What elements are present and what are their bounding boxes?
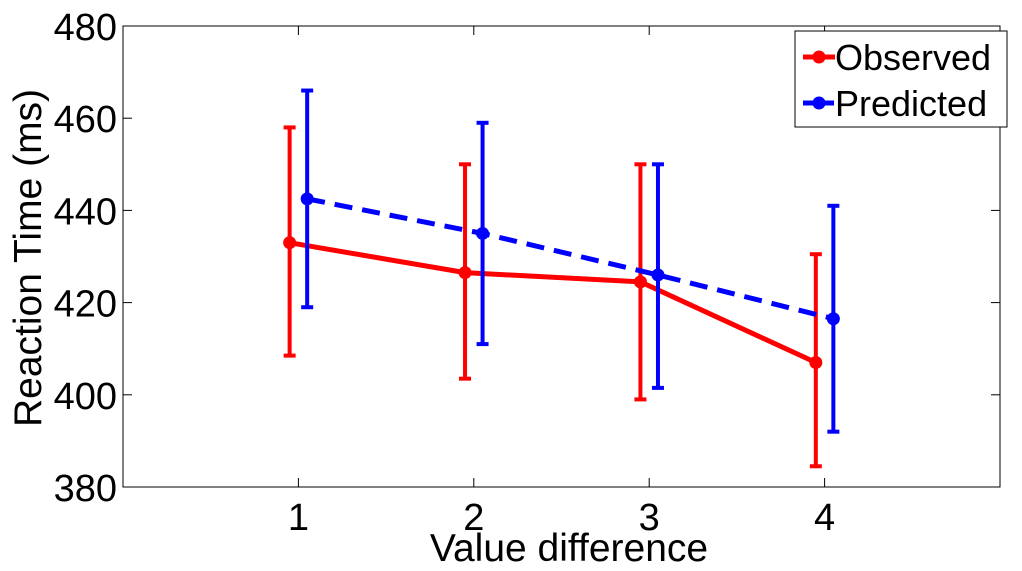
y-axis-label: Reaction Time (ms) [7,89,50,427]
x-axis-label: Value difference [430,527,708,570]
y-tick-label: 380 [54,468,117,510]
data-point [633,275,647,289]
x-tick-label: 3 [639,497,660,539]
series-observed [283,125,823,469]
legend-box [794,30,1008,128]
legend-label: Observed [835,37,991,78]
legend-label: Predicted [835,83,987,124]
legend-swatch-marker [812,50,826,64]
y-tick-label: 480 [54,7,117,49]
data-point [651,268,665,282]
series-predicted [300,88,840,434]
data-point [476,226,490,240]
x-tick-label: 2 [463,497,484,539]
data-point [283,236,297,250]
data-point [300,192,314,206]
y-tick-label: 440 [54,191,117,233]
legend-swatch-marker [812,96,826,110]
y-tick-label: 420 [54,284,117,326]
x-tick-label: 4 [814,497,835,539]
axis-ticks: 380 400 420 440 460 480 1 2 3 4 [54,7,1000,539]
y-tick-label: 460 [54,99,117,141]
data-point [458,266,472,280]
series-layer [283,88,840,469]
legend: Observed Predicted [794,30,1008,128]
y-tick-label: 400 [54,376,117,418]
data-point [809,356,823,370]
data-point [826,312,840,326]
x-tick-label: 1 [288,497,309,539]
series-line [306,196,834,322]
series-line [289,240,817,365]
